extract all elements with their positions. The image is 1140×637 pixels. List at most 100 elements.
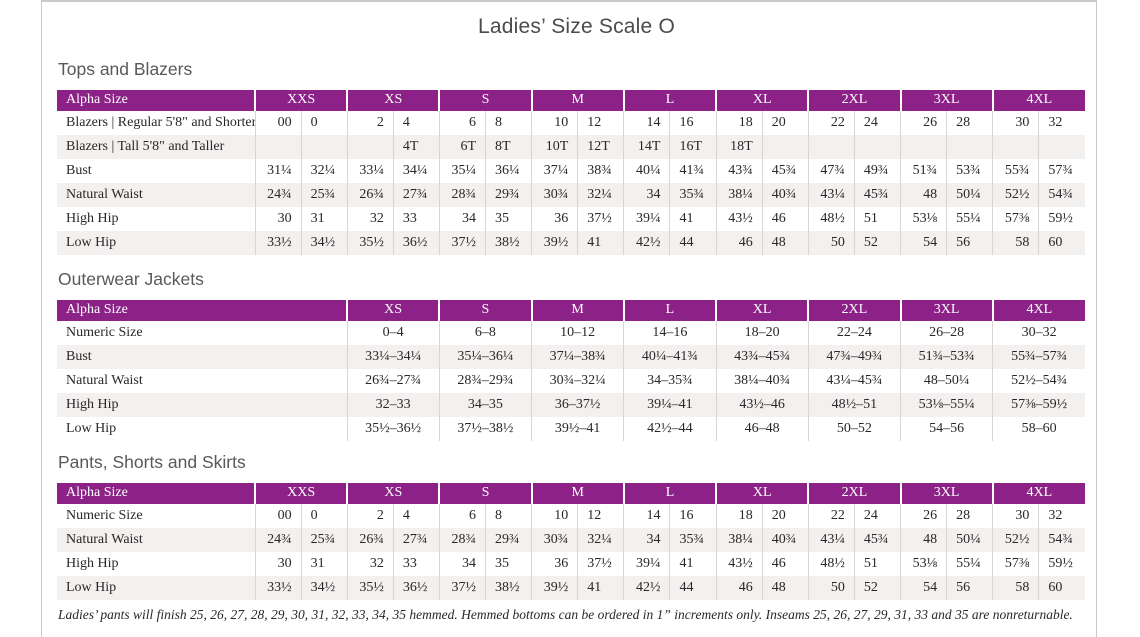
measurement-cell: 8T	[485, 134, 533, 159]
row-label: Natural Waist	[57, 182, 256, 207]
size-column-header: XS	[347, 89, 441, 111]
header-row: Alpha Size XXS XS S M L XL 2XL 3XL 4XL	[57, 482, 1085, 504]
measurement-cell: 25¾	[301, 527, 348, 552]
measurement-cell: 16	[669, 110, 717, 135]
measurement-cell: 43¾–45¾	[716, 344, 809, 369]
alpha-size-header: Alpha Size	[57, 299, 348, 321]
size-column-header: 2XL	[808, 482, 902, 504]
measurement-cell: 38¼–40¾	[716, 368, 809, 393]
table-row: Natural Waist 24¾ 25¾ 26¾ 27¾ 28¾ 29¾ 30¾ 32¼ 34 3…	[57, 527, 1085, 552]
measurement-cell: 34–35¾	[623, 368, 717, 393]
measurement-cell: 53⅛	[900, 206, 948, 231]
measurement-cell: 34	[623, 182, 671, 207]
measurement-cell: 6–8	[439, 320, 533, 345]
table-row: High Hip 32–33 34–35 36–37½ 39¼–41 43½–46 48½–…	[57, 392, 1085, 417]
row-label: High Hip	[57, 392, 348, 417]
measurement-cell: 25¾	[301, 182, 348, 207]
measurement-cell: 24¾	[255, 182, 302, 207]
measurement-cell: 55¼	[946, 206, 994, 231]
size-column-header: S	[439, 482, 533, 504]
measurement-cell: 35¼	[439, 158, 487, 183]
measurement-cell: 40¾	[762, 182, 809, 207]
row-label: Numeric Size	[57, 503, 256, 528]
measurement-cell: 50–52	[808, 416, 902, 441]
table-row: Low Hip 33½ 34½ 35½ 36½ 37½ 38½ 39½ 41 42½ 44 46 48 5…	[57, 230, 1085, 255]
measurement-cell: 55¼	[946, 551, 994, 576]
measurement-cell: 20	[762, 503, 809, 528]
table-row: Blazers | Tall 5'8" and Taller 4T 6T 8T 10T 1…	[57, 134, 1085, 159]
size-column-header: 3XL	[900, 482, 994, 504]
measurement-cell: 60	[1048, 234, 1063, 250]
measurement-cell: 22–24	[808, 320, 902, 345]
measurement-cell	[900, 134, 948, 159]
measurement-cell: 26	[900, 503, 948, 528]
alpha-size-header: Alpha Size	[57, 482, 256, 504]
row-label: High Hip	[57, 206, 256, 231]
measurement-cell: 18T	[716, 134, 763, 159]
size-column-header: M	[531, 89, 625, 111]
measurement-cell: 18–20	[716, 320, 809, 345]
hemming-footnote: Ladies’ pants will finish 25, 26, 27, 28…	[58, 606, 1073, 622]
size-column-header: L	[623, 89, 718, 111]
measurement-cell	[255, 134, 302, 159]
measurement-cell: 49¾	[854, 158, 902, 183]
measurement-cell: 32	[347, 206, 394, 231]
size-column-header: S	[439, 299, 533, 321]
size-column-header: L	[623, 482, 718, 504]
size-column-header: XXS	[255, 482, 349, 504]
measurement-cell: 46	[716, 230, 763, 255]
measurement-cell: 54¾	[1048, 186, 1073, 202]
row-label: Natural Waist	[57, 368, 348, 393]
table-row: Low Hip 33½ 34½ 35½ 36½ 37½ 38½ 39½ 41 42½ 44 46 48 5…	[57, 575, 1085, 600]
measurement-cell: 51¾–53¾	[900, 344, 994, 369]
measurement-cell: 30	[255, 206, 302, 231]
measurement-cell: 39¼–41	[623, 392, 717, 417]
measurement-cell: 41¾	[669, 158, 717, 183]
measurement-cell: 45¾	[762, 158, 809, 183]
size-column-header: XXS	[255, 89, 349, 111]
measurement-cell: 43¾	[716, 158, 763, 183]
measurement-cell: 36–37½	[531, 392, 625, 417]
row-label: Bust	[57, 158, 256, 183]
measurement-cell: 35¾	[669, 182, 717, 207]
row-label: Low Hip	[57, 230, 256, 255]
table-row: Low Hip 35½–36½ 37½–38½ 39½–41 42½–44 46–48 50…	[57, 416, 1085, 441]
measurement-cell: 40¾	[762, 527, 809, 552]
size-table-tops-and-blazers: Alpha Size XXS XS S M L XL 2XL 3XL 4XL Blazers | R…	[57, 89, 1085, 255]
measurement-cell: 37½	[439, 575, 487, 600]
measurement-cell: 00	[255, 110, 302, 135]
measurement-cell: 43½–46	[716, 392, 809, 417]
measurement-cell: 41	[577, 230, 625, 255]
measurement-cell: 16	[669, 503, 717, 528]
measurement-cell: 38¼	[716, 182, 763, 207]
measurement-cell: 53⅛–55¼	[900, 392, 994, 417]
measurement-cell: 43¼	[808, 182, 855, 207]
measurement-cell: 34–35	[439, 392, 533, 417]
measurement-cell: 6	[439, 110, 487, 135]
section-heading-outerwear-jackets: Outerwear Jackets	[58, 268, 204, 289]
measurement-cell: 10–12	[531, 320, 625, 345]
measurement-cell: 31	[301, 206, 348, 231]
measurement-cell: 36	[531, 551, 579, 576]
measurement-cell: 50¼	[946, 182, 994, 207]
measurement-cell: 27¾	[393, 527, 440, 552]
measurement-cell: 28¾	[439, 182, 487, 207]
size-table-pants-shorts-skirts: Alpha Size XXS XS S M L XL 2XL 3XL 4XL Numeric Siz…	[57, 482, 1085, 600]
measurement-cell: 14	[623, 110, 671, 135]
measurement-cell: 52½–54¾	[1011, 372, 1068, 388]
measurement-cell: 10	[531, 110, 579, 135]
measurement-cell: 24	[854, 110, 902, 135]
measurement-cell: 35½–36½	[347, 416, 440, 441]
measurement-cell: 33½	[255, 575, 302, 600]
measurement-cell	[301, 134, 348, 159]
size-tables-container: Tops and Blazers Alpha Size XXS XS S M L XL 2XL 3…	[57, 59, 1096, 600]
measurement-cell: 12	[577, 503, 625, 528]
measurement-cell: 2	[347, 110, 394, 135]
measurement-cell: 41	[577, 575, 625, 600]
measurement-cell	[992, 134, 1040, 159]
measurement-cell: 30¾	[531, 527, 579, 552]
measurement-cell: 43½	[716, 551, 763, 576]
measurement-cell: 52	[854, 230, 902, 255]
measurement-cell: 35½	[347, 575, 394, 600]
measurement-cell: 14	[623, 503, 671, 528]
